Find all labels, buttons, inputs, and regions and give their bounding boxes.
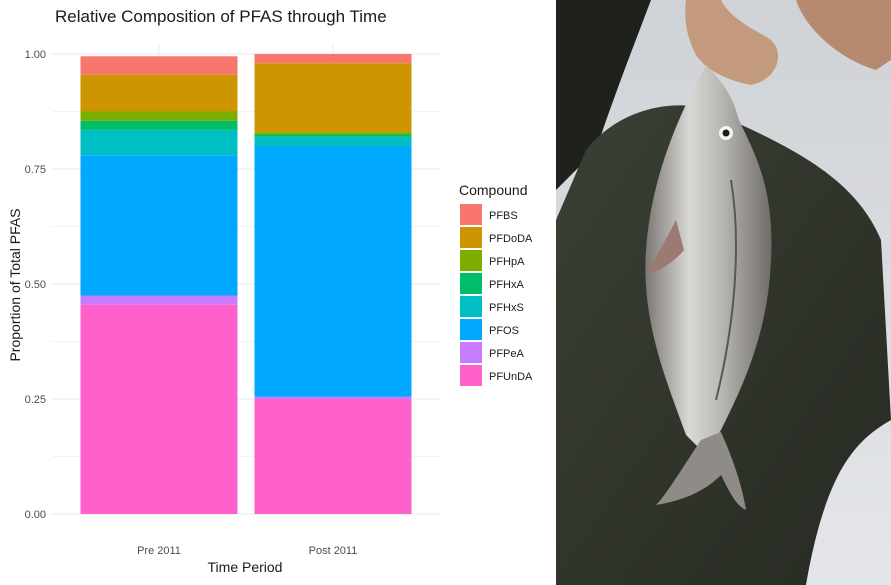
- legend-swatch-pfpea: [460, 342, 482, 363]
- y-tick-label: 0.75: [25, 164, 46, 176]
- legend-swatch-pfos: [460, 319, 482, 340]
- arm-skin: [796, 0, 891, 70]
- bar-segment-pfhxs: [80, 129, 238, 156]
- y-tick-labels: 0.00 0.25 0.50 0.75 1.00: [25, 49, 46, 521]
- x-tick-labels: Pre 2011 Post 2011: [137, 545, 357, 557]
- x-axis-title: Time Period: [208, 559, 283, 575]
- legend-swatch-pfdoda: [460, 227, 482, 248]
- bar-segment-pfpea: [254, 396, 412, 399]
- bar-segment-pfhpa: [254, 132, 412, 135]
- chart-title: Relative Composition of PFAS through Tim…: [55, 7, 387, 26]
- y-axis-title: Proportion of Total PFAS: [7, 208, 23, 361]
- legend-swatch-pfunda: [460, 365, 482, 386]
- bar-segment-pfbs: [254, 54, 412, 64]
- fish-tail: [656, 432, 746, 510]
- bar-segment-pfunda: [254, 399, 412, 514]
- legend-label-pfdoda: PFDoDA: [489, 233, 533, 245]
- bar-segment-pfunda: [80, 304, 238, 514]
- y-tick-label: 0.25: [25, 394, 46, 406]
- legend-label-pfpea: PFPeA: [489, 348, 525, 360]
- bar-segment-pfhxa: [254, 134, 412, 137]
- bar-segment-pfhpa: [80, 111, 238, 121]
- x-tick-label: Post 2011: [309, 545, 358, 557]
- legend-swatch-pfhxa: [460, 273, 482, 294]
- legend-swatch-pfhxs: [460, 296, 482, 317]
- dark-corner: [556, 0, 651, 190]
- y-tick-label: 1.00: [25, 49, 46, 61]
- bar-segment-pfdoda: [254, 63, 412, 133]
- bar-segment-pfos: [254, 146, 412, 397]
- hand: [685, 0, 779, 85]
- legend-label-pfbs: PFBS: [489, 210, 518, 222]
- x-tick-label: Pre 2011: [137, 545, 181, 557]
- legend-items: PFBS PFDoDA PFHpA PFHxA PFHxS PFOS PFPeA PFUnDA: [460, 204, 533, 386]
- stacked-bar-chart: Relative Composition of PFAS through Tim…: [7, 7, 533, 575]
- legend-label-pfhpa: PFHpA: [489, 256, 525, 268]
- fish-pupil: [722, 129, 730, 137]
- y-tick-label: 0.50: [25, 279, 46, 291]
- legend-label-pfunda: PFUnDA: [489, 371, 533, 383]
- y-tick-label: 0.00: [25, 509, 46, 521]
- bar-segment-pfhxs: [254, 136, 412, 146]
- legend-label-pfhxs: PFHxS: [489, 302, 524, 314]
- legend-swatch-pfhpa: [460, 250, 482, 271]
- fish-photo-illustration: [556, 0, 891, 585]
- chart-panel: Relative Composition of PFAS through Tim…: [7, 7, 534, 575]
- bar-segment-pfhxa: [80, 120, 238, 130]
- legend-label-pfos: PFOS: [489, 325, 519, 337]
- fish-fin: [646, 220, 684, 275]
- bars-layer: [80, 54, 412, 514]
- fish-body: [645, 65, 772, 455]
- fish-photo: [556, 0, 891, 585]
- fish-lateral-line: [715, 179, 737, 401]
- bar-segment-pfpea: [80, 295, 238, 305]
- legend-swatch-pfbs: [460, 204, 482, 225]
- legend-title: Compound: [459, 182, 528, 198]
- bar-segment-pfos: [80, 155, 238, 296]
- legend-label-pfhxa: PFHxA: [489, 279, 525, 291]
- legend: Compound PFBSPFDoDAPFHpAPFHxAPFHxSPFOSPF…: [459, 182, 533, 386]
- bar-segment-pfbs: [80, 56, 238, 75]
- bar-segment-pfdoda: [80, 74, 238, 112]
